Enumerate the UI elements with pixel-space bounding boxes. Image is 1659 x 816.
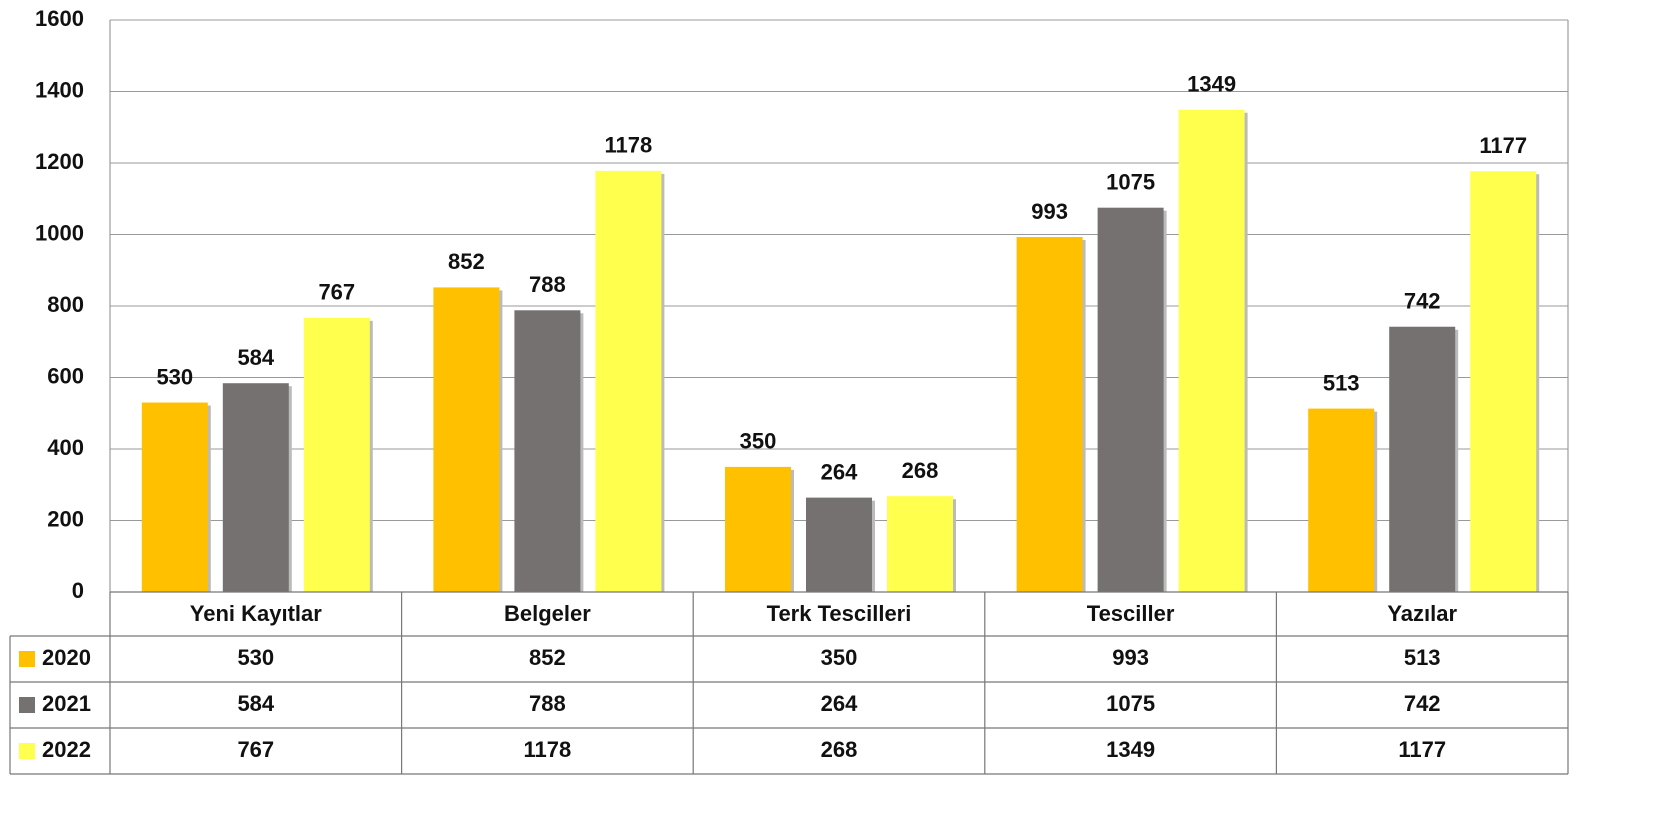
bar — [433, 287, 500, 592]
legend-swatch — [19, 697, 35, 713]
value-label: 530 — [156, 364, 193, 389]
table-cell: 1177 — [1398, 737, 1446, 762]
y-tick-label: 1000 — [35, 220, 84, 245]
y-tick-label: 1200 — [35, 149, 84, 174]
x-tick-label: Belgeler — [504, 601, 591, 626]
value-label: 993 — [1031, 199, 1068, 224]
table-cell: 852 — [529, 645, 566, 670]
value-label: 788 — [529, 272, 566, 297]
legend-swatch — [19, 651, 35, 667]
legend-label: 2020 — [42, 645, 91, 670]
y-tick-label: 1400 — [35, 77, 84, 102]
x-tick-label: Terk Tescilleri — [767, 601, 912, 626]
table-cell: 1178 — [524, 737, 572, 762]
value-label: 742 — [1404, 289, 1441, 314]
value-label: 350 — [740, 429, 777, 454]
x-tick-label: Tesciller — [1087, 601, 1175, 626]
bar — [1178, 109, 1245, 593]
legend-swatch — [19, 743, 35, 759]
table-cell: 264 — [821, 691, 858, 716]
value-label: 1178 — [605, 133, 653, 158]
value-label: 1075 — [1106, 170, 1155, 195]
value-label: 852 — [448, 249, 485, 274]
bar — [303, 317, 370, 592]
table-cell: 513 — [1404, 645, 1441, 670]
legend-label: 2021 — [42, 691, 91, 716]
table-cell: 742 — [1404, 691, 1441, 716]
table-cell: 1349 — [1106, 737, 1155, 762]
value-label: 1177 — [1479, 133, 1527, 158]
y-tick-label: 0 — [72, 578, 84, 603]
bar — [1389, 326, 1456, 592]
bar — [887, 496, 953, 592]
table-cell: 767 — [237, 737, 274, 762]
bar — [1308, 408, 1375, 592]
x-tick-label: Yeni Kayıtlar — [190, 601, 323, 626]
table-cell: 530 — [237, 645, 274, 670]
bar — [141, 402, 208, 592]
bar — [595, 170, 662, 593]
bar — [806, 497, 872, 592]
y-tick-label: 1600 — [35, 6, 84, 31]
bar — [1470, 171, 1537, 592]
bar — [725, 466, 791, 592]
bar — [1016, 237, 1083, 592]
y-tick-label: 200 — [47, 506, 84, 531]
value-label: 264 — [821, 459, 858, 484]
legend-label: 2022 — [42, 737, 91, 762]
x-tick-label: Yazılar — [1387, 601, 1457, 626]
value-label: 767 — [318, 280, 355, 305]
y-tick-label: 400 — [47, 435, 84, 460]
table-cell: 1075 — [1106, 691, 1155, 716]
value-label: 1349 — [1187, 72, 1236, 97]
value-label: 268 — [902, 458, 939, 483]
bar — [1097, 207, 1164, 592]
table-cell: 584 — [237, 691, 274, 716]
value-label: 584 — [237, 345, 274, 370]
y-tick-label: 800 — [47, 292, 84, 317]
table-cell: 993 — [1112, 645, 1149, 670]
bar — [514, 310, 581, 592]
bar — [222, 383, 289, 592]
table-cell: 350 — [821, 645, 858, 670]
table-cell: 268 — [821, 737, 858, 762]
table-cell: 788 — [529, 691, 566, 716]
y-tick-label: 600 — [47, 363, 84, 388]
value-label: 513 — [1323, 370, 1360, 395]
